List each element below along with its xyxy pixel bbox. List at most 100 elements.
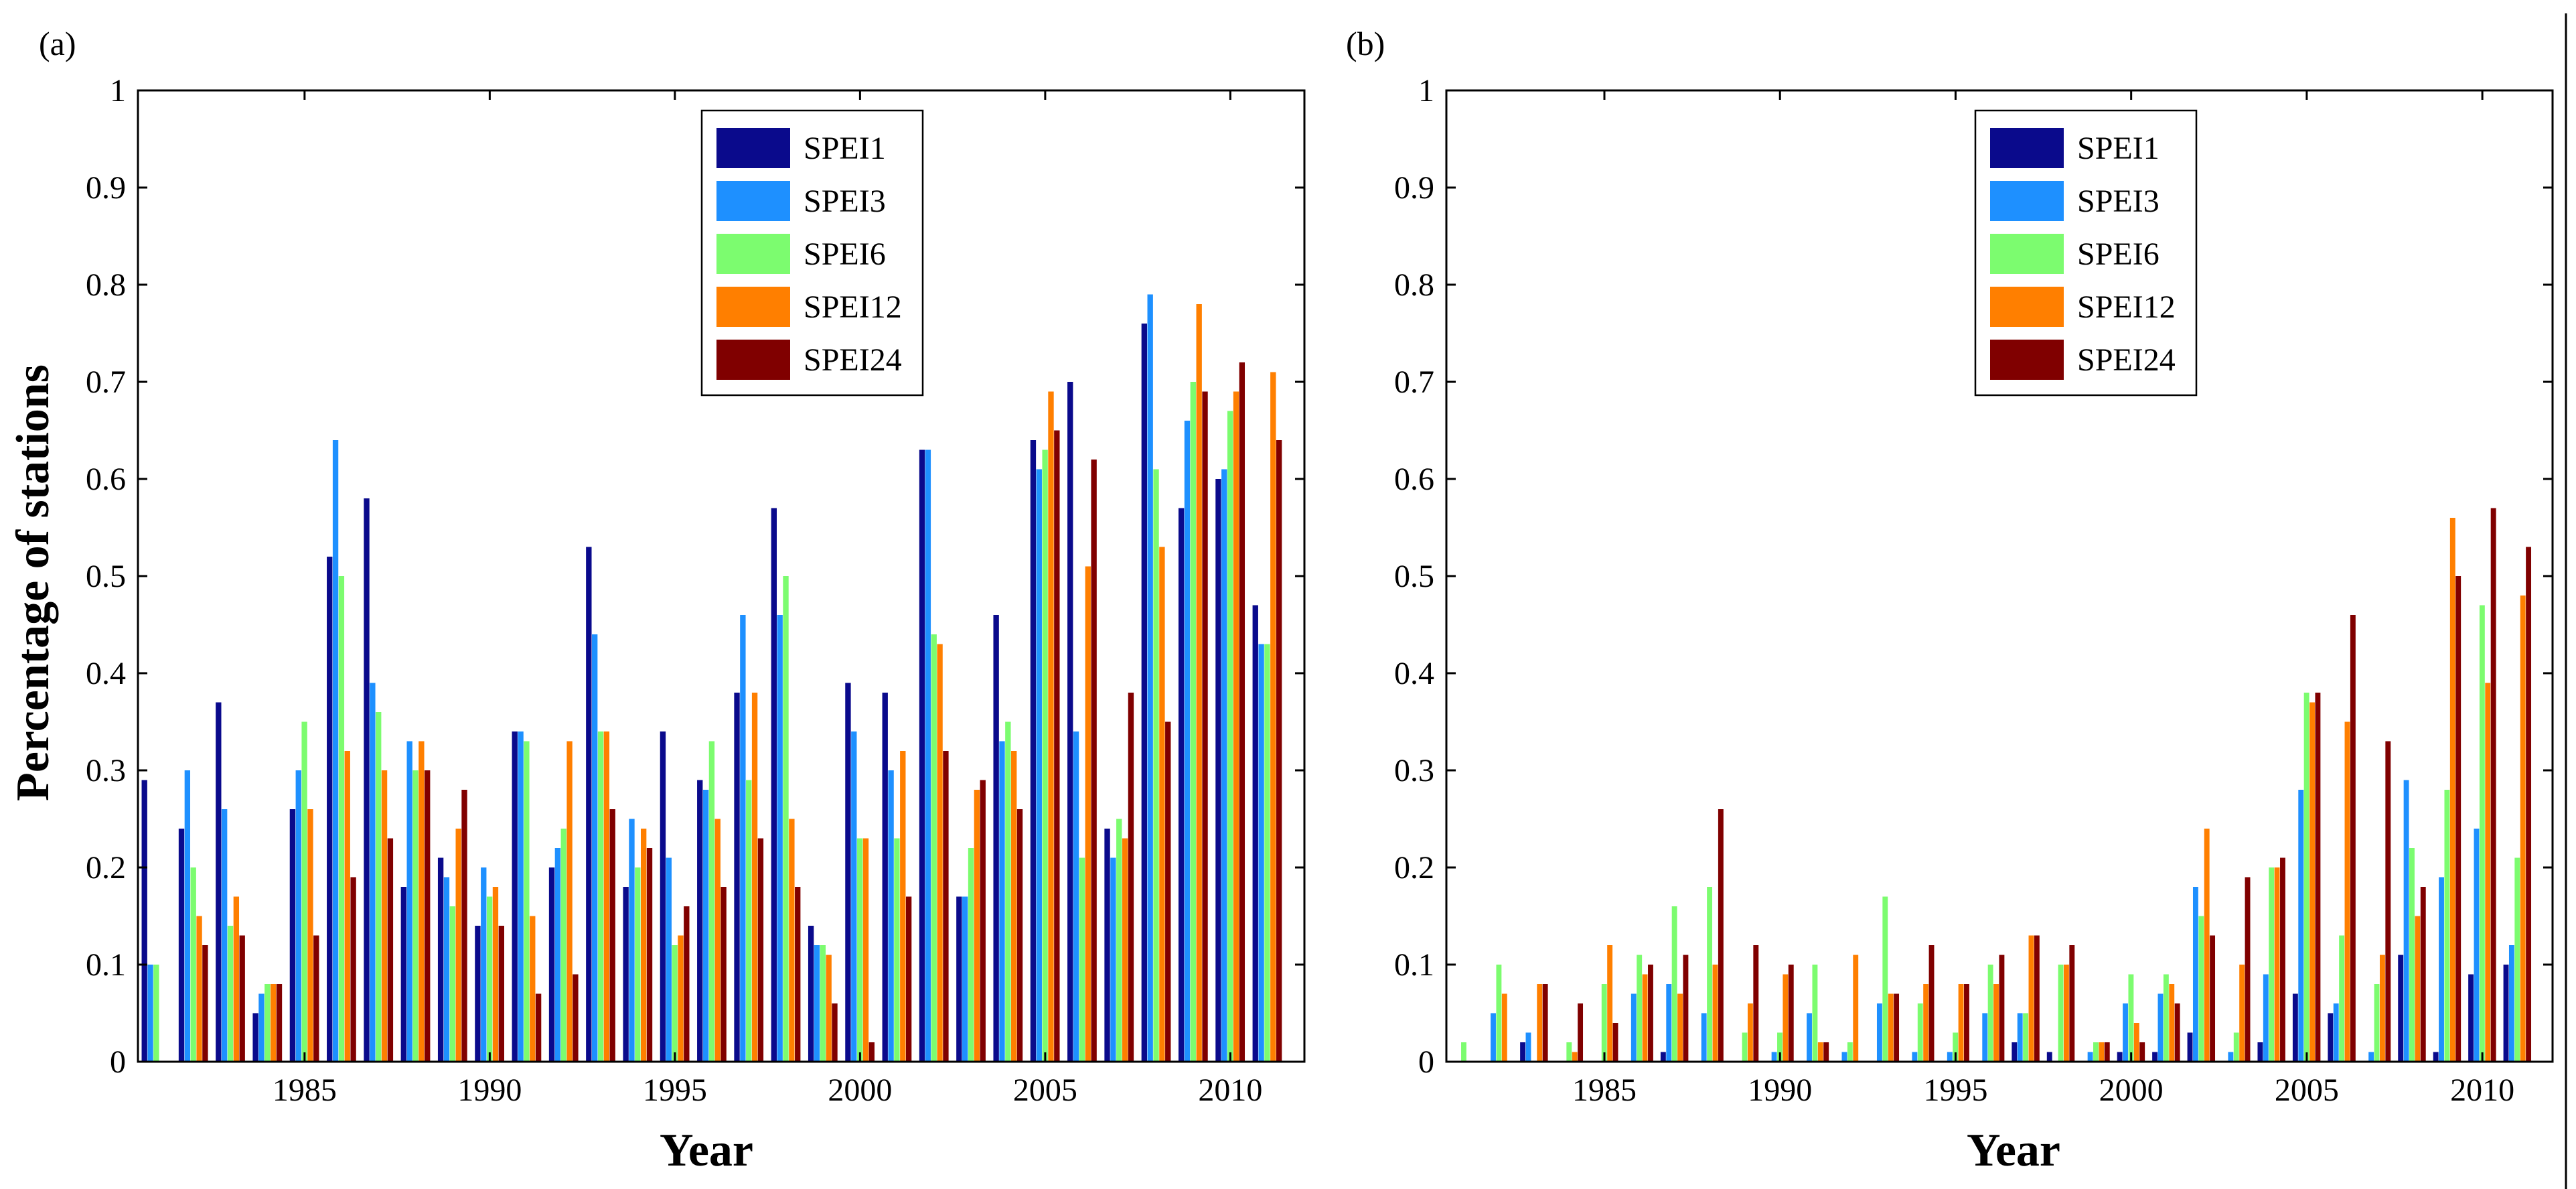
panel-a-bar-spei3-2010: [1221, 469, 1227, 1062]
panel-a-legend-label-spei3: SPEI3: [804, 184, 886, 219]
panel-a-bar-spei3-1997: [740, 615, 746, 1062]
panel-b-bar-spei12-1995: [1958, 984, 1964, 1062]
panel-b-bar-spei3-2010: [2474, 829, 2480, 1062]
panel-a-legend: SPEI1 SPEI3 SPEI6 SPEI12 SPEI24: [700, 109, 924, 397]
panel-b-y-tick-label: 0.7: [1394, 364, 1434, 400]
panel-b-y-tick-label: 0.1: [1394, 947, 1434, 983]
panel-b-legend-swatch-spei3: [1990, 181, 2064, 221]
panel-a-bar-spei1-1987: [364, 498, 370, 1062]
panel-b-bar-spei24-1997: [2034, 935, 2040, 1062]
panel-b-bar-spei24-2006: [2350, 615, 2356, 1062]
panel-a-bar-spei24-1997: [757, 838, 764, 1062]
panel-a-bar-spei1-1997: [734, 693, 740, 1062]
panel-a-bar-spei6-2009: [1190, 382, 1197, 1062]
panel-a: (a) Year Percentage of stations 0 0.1 0.2 0…: [7, 25, 1306, 1176]
panel-b-bar-spei3-1990: [1771, 1052, 1777, 1062]
panel-a-bar-spei12-2000: [862, 838, 869, 1062]
panel-b-bar-spei6-2002: [2198, 916, 2204, 1062]
panel-a-bar-spei1-2011: [1252, 605, 1258, 1062]
panel-a-bar-spei24-1982: [202, 945, 208, 1062]
panel-b-bar-spei24-1996: [1999, 955, 2005, 1062]
panel-a-bar-spei12-2008: [1159, 547, 1165, 1062]
panel-a-bar-spei12-1987: [381, 770, 388, 1062]
panel-a-bar-spei12-1996: [714, 819, 721, 1062]
panel-a-bar-spei6-1981: [153, 965, 159, 1062]
panel-a-bar-spei12-2006: [1085, 566, 1091, 1062]
panel-b-bar-spei1-1983: [1520, 1042, 1526, 1062]
panel-a-bar-spei1-1998: [771, 508, 777, 1062]
panel-a-bar-spei24-1988: [425, 770, 431, 1062]
panel-b-bar-spei24-1999: [2104, 1042, 2110, 1062]
panel-a-bar-spei24-1995: [684, 906, 690, 1062]
panel-a-bar-spei12-1986: [344, 751, 350, 1062]
panel-b-bar-spei24-2010: [2490, 508, 2496, 1062]
panel-a-bar-spei6-2004: [1005, 721, 1011, 1062]
panel-a-bar-spei6-1995: [672, 945, 678, 1062]
panel-a-x-tick-label: 1985: [273, 1072, 337, 1108]
panel-b-bar-spei12-1987: [1677, 993, 1683, 1062]
panel-a-x-tick-label: 2010: [1198, 1072, 1262, 1108]
panel-b-bar-spei6-1982: [1496, 965, 1502, 1062]
panel-b-x-tick-label: 2005: [2275, 1072, 2339, 1108]
panel-a-legend-swatch-spei24: [716, 340, 790, 380]
panel-b-x-tick-label: 2010: [2450, 1072, 2514, 1108]
panel-b-bar-spei1-1997: [2012, 1042, 2018, 1062]
panel-b-bar-spei12-1983: [1537, 984, 1543, 1062]
panel-a-bar-spei1-2009: [1178, 508, 1185, 1062]
panel-a-bar-spei1-2008: [1141, 324, 1148, 1062]
panel-a-bar-spei12-1982: [196, 916, 202, 1062]
panel-a-bar-spei3-2005: [1036, 469, 1042, 1062]
panel-a-bar-spei6-1985: [301, 721, 307, 1062]
panel-a-y-tick-label: 0.5: [86, 559, 126, 594]
panel-a-y-tick-label: 1: [110, 73, 126, 109]
panel-a-legend-swatch-spei3: [716, 181, 790, 221]
panel-a-bar-spei24-2009: [1202, 391, 1208, 1062]
panel-b-bar-spei3-1999: [2087, 1052, 2093, 1062]
panel-b-bar-spei24-1994: [1928, 945, 1935, 1062]
panel-b-x-tick-label: 1995: [1923, 1072, 1987, 1108]
panel-a-y-tick-label: 0.9: [86, 170, 126, 206]
panel-a-bar-spei3-2009: [1184, 421, 1191, 1062]
panel-b-y-tick-label: 0.3: [1394, 753, 1434, 788]
panel-a-bar-spei1-2002: [919, 449, 925, 1062]
panel-a-y-tick-label: 0.1: [86, 947, 126, 983]
panel-b-bar-spei3-2009: [2439, 877, 2444, 1062]
panel-a-bar-spei6-1999: [820, 945, 826, 1062]
panel-b-bar-spei12-2010: [2485, 683, 2491, 1062]
panel-b-bar-spei3-1991: [1807, 1013, 1812, 1062]
panel-b-bar-spei3-1994: [1912, 1052, 1918, 1062]
panel-b-y-tick-label: 0.6: [1394, 462, 1434, 497]
panel-b-y-tick-label: 0.2: [1394, 850, 1434, 886]
panel-a-bar-spei3-2003: [962, 896, 968, 1062]
panel-a-bar-spei12-1992: [566, 741, 573, 1062]
panel-a-bar-spei3-1994: [629, 819, 635, 1062]
panel-a-bar-spei12-2005: [1048, 391, 1054, 1062]
panel-b-bar-spei1-2010: [2468, 974, 2474, 1062]
panel-b-y-tick-label: 1: [1418, 73, 1434, 109]
panel-b-bar-spei24-1989: [1753, 945, 1759, 1062]
panel-b-bar-spei6-1992: [1847, 1042, 1853, 1062]
panel-b-bar-spei24-1984: [1578, 1003, 1584, 1062]
panel-b: (b) Year 0 0.1 0.2 0.3 0.4 0.5 0.6 0.7 0.8 0.9 1 19…: [1346, 25, 2554, 1176]
panel-b-legend-swatch-spei12: [1990, 287, 2064, 327]
panel-a-y-tick-label: 0.4: [86, 656, 126, 691]
panel-b-bar-spei3-2007: [2368, 1052, 2374, 1062]
panel-a-bar-spei24-1992: [573, 974, 579, 1062]
panel-b-bar-spei12-2005: [2309, 702, 2315, 1062]
panel-a-bar-spei1-2005: [1030, 440, 1037, 1062]
panel-a-bar-spei12-1983: [233, 896, 240, 1062]
panel-b-x-tick-label: 1985: [1572, 1072, 1637, 1108]
panel-b-bar-spei12-1996: [1993, 984, 1999, 1062]
panel-b-bar-spei12-1990: [1783, 974, 1789, 1062]
panel-a-bar-spei24-1987: [387, 838, 394, 1062]
panel-a-bar-spei24-2006: [1091, 460, 1097, 1062]
panel-b-bar-spei24-1983: [1542, 984, 1548, 1062]
panel-b-bar-spei1-2009: [2433, 1052, 2439, 1062]
panel-a-bar-spei12-1995: [678, 935, 684, 1062]
panel-a-bar-spei1-1989: [437, 857, 444, 1062]
panel-a-bar-spei6-1992: [560, 829, 566, 1062]
panel-a-bar-spei24-2001: [905, 896, 912, 1062]
panel-b-y-tick-label: 0.5: [1394, 559, 1434, 594]
panel-b-bar-spei1-2005: [2292, 993, 2298, 1062]
